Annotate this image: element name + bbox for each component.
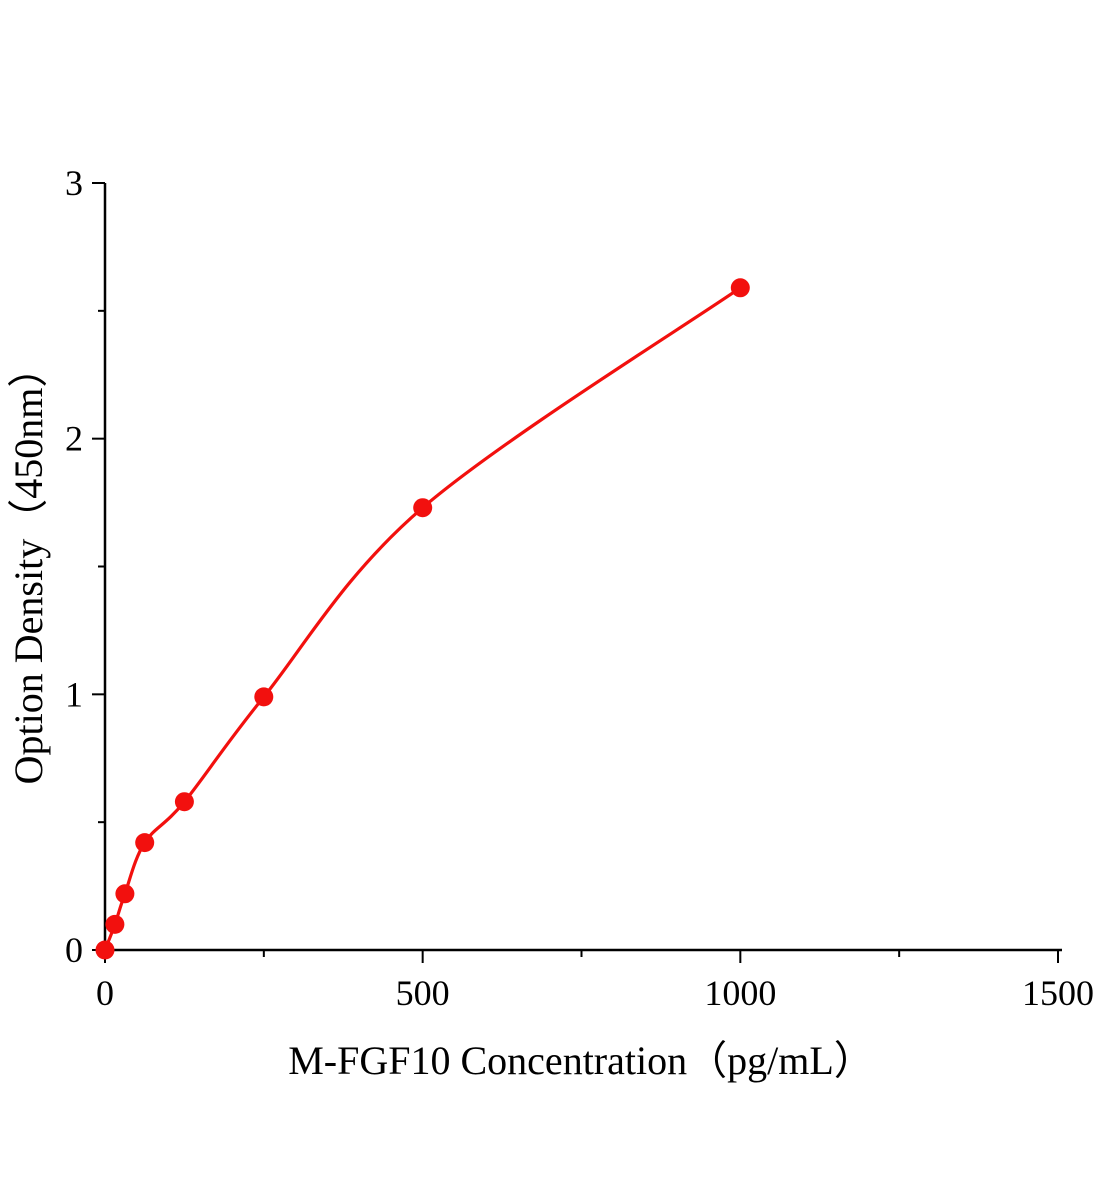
fit-curve [103,286,742,952]
x-axis-title: M-FGF10 Concentration（pg/mL） [288,1038,874,1083]
x-tick-label: 1500 [1022,973,1094,1013]
data-point [105,914,125,934]
data-point [115,884,135,904]
x-tick-label: 500 [396,973,450,1013]
data-point [135,833,155,853]
y-tick-label: 3 [65,163,83,203]
data-point [254,687,274,707]
data-point [95,940,115,960]
y-axis-title: Option Density（450nm） [6,348,51,785]
x-tick-label: 1000 [704,973,776,1013]
y-tick-label: 2 [65,419,83,459]
data-point [730,278,750,298]
x-tick-label: 0 [96,973,114,1013]
y-tick-label: 1 [65,674,83,714]
y-tick-label: 0 [65,930,83,970]
plot-area: 0 500 1000 1500 0 1 2 3 [65,163,1094,1013]
data-point [413,498,433,518]
data-point [174,792,194,812]
